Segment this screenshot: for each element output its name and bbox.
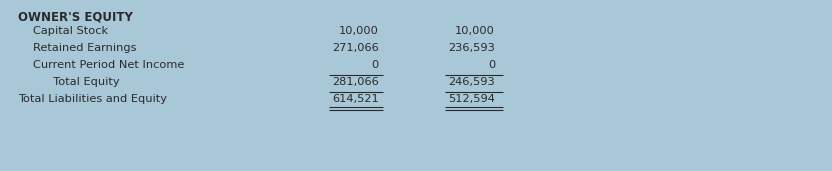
Text: 614,521: 614,521 [332,94,379,104]
Text: OWNER'S EQUITY: OWNER'S EQUITY [18,10,133,23]
Text: 281,066: 281,066 [332,77,379,87]
Text: 10,000: 10,000 [339,26,379,36]
Text: 0: 0 [488,60,495,70]
Text: 246,593: 246,593 [448,77,495,87]
Text: Capital Stock: Capital Stock [33,26,108,36]
Text: 10,000: 10,000 [455,26,495,36]
Text: Total Equity: Total Equity [46,77,119,87]
Text: 512,594: 512,594 [448,94,495,104]
Text: 236,593: 236,593 [448,43,495,53]
Text: 0: 0 [371,60,379,70]
Text: Total Liabilities and Equity: Total Liabilities and Equity [18,94,167,104]
Text: Current Period Net Income: Current Period Net Income [33,60,185,70]
Text: 271,066: 271,066 [332,43,379,53]
Text: Retained Earnings: Retained Earnings [33,43,136,53]
